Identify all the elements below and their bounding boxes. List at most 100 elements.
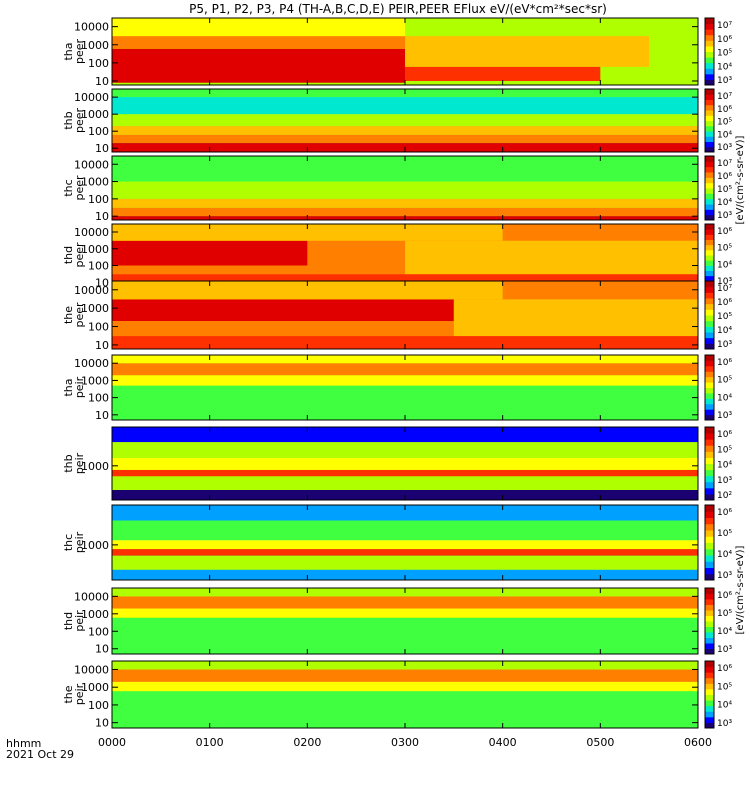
colorbar-swatch [705,29,714,36]
colorbar-swatch [705,193,714,200]
y-tick-label: 1000 [81,374,109,387]
colorbar-tick-label: 10⁶ [717,227,732,237]
colorbar-tick-label: 10⁶ [717,105,732,115]
spectrogram-band [112,608,698,618]
colorbar-tick-label: 10⁶ [717,172,732,182]
colorbar-swatch [705,337,714,344]
colorbar-swatch [705,292,714,299]
colorbar-swatch [705,99,714,106]
spectrogram-band [112,18,405,37]
x-tick-label: 0500 [586,736,614,749]
colorbar-swatch [705,131,714,137]
colorbar-tick-label: 10³ [717,277,732,287]
colorbar-swatch [705,505,714,512]
panel-stack: 10100100010000thapeer10³10⁴10⁵10⁶10⁷1010… [62,17,732,730]
y-tick-label: 1000 [81,608,109,621]
y-axis-label: thc [62,179,75,196]
colorbar-swatch [705,286,714,293]
colorbar-swatch [705,365,714,372]
x-tick-label: 0600 [684,736,712,749]
colorbar-swatch [705,475,714,483]
colorbar-swatch [705,451,714,458]
colorbar-tick-label: 10⁶ [717,430,732,440]
spectrogram-band [112,240,308,266]
y-axis-label: peer [73,39,86,65]
colorbar-swatch [705,376,714,383]
colorbar-swatch [705,711,714,718]
colorbar-swatch [705,542,714,550]
spectrogram-band [112,596,698,609]
colorbar-swatch [705,270,714,277]
colorbar-swatch [705,387,714,394]
colorbar-swatch [705,677,714,684]
spectrogram-band [112,36,405,49]
time-axis-label: hhmm [6,737,41,750]
y-tick-label: 10000 [74,226,109,239]
colorbar-swatch [705,214,714,221]
spectrogram-band [112,617,698,654]
colorbar-swatch [705,403,714,410]
colorbar-swatch [705,188,714,194]
x-tick-label: 0000 [98,736,126,749]
y-tick-label: 10000 [74,158,109,171]
y-tick-label: 1000 [81,302,109,315]
y-axis-label: thb [62,111,75,129]
spectrogram-band [112,114,698,127]
colorbar-tick-label: 10⁷ [717,21,732,31]
colorbar-swatch [705,298,714,305]
colorbar-swatch [705,573,714,581]
x-tick-label: 0100 [196,736,224,749]
colorbar-swatch [705,398,714,405]
colorbar-swatch [705,688,714,695]
colorbar-tick-label: 10³ [717,719,732,729]
time-axis: 0000 0100 0200 0300 0400 0500 0600 [98,736,712,749]
spectrogram-band [112,681,698,692]
colorbar-swatch [705,457,714,464]
colorbar-tick-label: 10⁵ [717,609,732,619]
y-tick-label: 10 [95,717,109,730]
y-tick-label: 10 [95,643,109,656]
spectrogram-band [112,555,698,570]
y-tick-label: 100 [88,260,109,273]
y-tick-label: 10000 [74,357,109,370]
colorbar-swatch [705,320,714,327]
colorbar-tick-label: 10⁶ [717,591,732,601]
spectrogram-band [112,520,698,541]
colorbar-swatch [705,309,714,316]
colorbar-tick-label: 10⁷ [717,159,732,169]
spectrogram-band [112,469,698,477]
y-axis-label: the [62,685,75,703]
colorbar-tick-label: 10⁷ [717,284,732,294]
y-tick-label: 10000 [74,21,109,34]
colorbar-swatch [705,57,714,64]
colorbar-swatch [705,637,714,644]
colorbar-swatch [705,115,714,121]
colorbar-swatch [705,694,714,701]
colorbar-tick-label: 10⁵ [717,49,732,59]
colorbar-swatch [705,120,714,127]
y-axis-label: thd [62,612,75,630]
colorbar-frame [704,280,715,350]
y-tick-label: 10000 [74,663,109,676]
colorbar-swatch [705,234,714,240]
y-axis-label: tha [62,378,75,396]
colorbar-swatch [705,672,714,679]
spectrogram-band [112,385,698,420]
colorbar-swatch [705,567,714,575]
colorbar-swatch [705,141,714,148]
y-axis-label: the [62,306,75,324]
colorbar-swatch [705,303,714,310]
colorbar-swatch [705,343,714,350]
y-tick-label: 10000 [74,91,109,104]
colorbar-swatch [705,40,714,47]
y-tick-label: 10 [95,409,109,422]
colorbar-swatch [705,79,714,86]
colorbar-swatch [705,172,714,178]
colorbar-swatch [705,18,714,25]
y-tick-label: 1000 [81,681,109,694]
colorbar-tick-label: 10³ [717,645,732,655]
colorbar-swatch [705,643,714,649]
spectrogram-band [112,569,698,580]
